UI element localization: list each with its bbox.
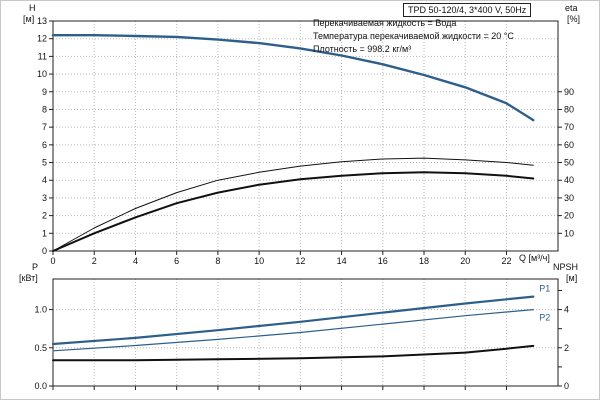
h-axis-title: H [29, 3, 36, 13]
y-tick-label: 3 [42, 193, 47, 203]
P1-curve [51, 295, 535, 346]
pump-model-title-box: TPD 50-120/4, 3*400 V, 50Hz [403, 3, 532, 17]
x-tick-label: 14 [337, 256, 347, 266]
npsh-axis-title: NPSH [553, 262, 579, 272]
x-tick-label: 18 [419, 256, 429, 266]
y2-tick-label: 80 [564, 104, 574, 114]
y2-tick-label: 2 [564, 343, 569, 353]
x-tick-label: 8 [215, 256, 220, 266]
y-tick-label: 2 [42, 211, 47, 221]
eta-axis-title: eta [565, 3, 578, 13]
q-axis-unit: Q [м³/ч] [519, 253, 550, 263]
y2-tick-label: 40 [564, 175, 574, 185]
npsh-axis-unit: [м] [566, 273, 578, 283]
y2-tick-label: 50 [564, 158, 574, 168]
x-tick-label: 4 [133, 256, 138, 266]
y-tick-label: 13 [37, 16, 47, 26]
x-tick-label: 0 [50, 256, 55, 266]
P2-curve-label: P2 [539, 313, 550, 323]
y-tick-label: 0.5 [34, 343, 47, 353]
y-tick-label: 0 [42, 246, 47, 256]
y2-tick-label: 10 [564, 228, 574, 238]
x-tick-label: 16 [378, 256, 388, 266]
P2-curve [52, 309, 534, 352]
y2-tick-label: 60 [564, 140, 574, 150]
x-tick-label: 2 [92, 256, 97, 266]
y-tick-label: 10 [37, 69, 47, 79]
H-curve [51, 34, 535, 122]
y2-tick-label: 0 [564, 381, 569, 391]
fluid-annotations: Перекачиваемая жидкость = Вода Температу… [313, 17, 514, 56]
y-tick-label: 11 [38, 51, 47, 61]
y2-tick-label: 70 [564, 122, 574, 132]
x-tick-label: 10 [254, 256, 264, 266]
y-tick-label: 1 [42, 228, 47, 238]
y-tick-label: 5 [42, 158, 47, 168]
x-tick-label: 12 [295, 256, 305, 266]
P1-curve-label: P1 [539, 284, 550, 294]
y-tick-label: 6 [42, 140, 47, 150]
x-tick-label: 22 [501, 256, 511, 266]
annotation-fluid: Перекачиваемая жидкость = Вода [313, 18, 457, 28]
NPSH-curve [52, 344, 535, 362]
h-axis-unit: [м] [23, 14, 35, 24]
plot-frame [52, 20, 559, 252]
eta1-curve [52, 157, 534, 252]
eta2-curve [52, 171, 535, 252]
p-axis-title: P [32, 262, 39, 272]
y-tick-label: 1.0 [34, 305, 47, 315]
y2-tick-label: 30 [564, 193, 574, 203]
eta-axis-unit: [%] [567, 14, 581, 24]
y-tick-label: 8 [42, 104, 47, 114]
annotation-density: Плотность = 998.2 кг/м³ [313, 44, 412, 54]
plot-frame [52, 278, 559, 387]
y-tick-label: 7 [42, 122, 47, 132]
x-tick-label: 20 [460, 256, 470, 266]
y2-tick-label: 20 [564, 211, 574, 221]
x-tick-label: 6 [174, 256, 179, 266]
y-tick-label: 4 [42, 175, 47, 185]
p-axis-unit: [кВт] [19, 273, 38, 283]
y-tick-label: 12 [37, 34, 47, 44]
y2-tick-label: 4 [564, 305, 569, 315]
y2-tick-label: 90 [564, 87, 574, 97]
annotation-temperature: Температура перекачиваемой жидкости = 20… [313, 31, 514, 41]
y-tick-label: 9 [42, 87, 47, 97]
y-tick-label: 0.0 [34, 381, 47, 391]
